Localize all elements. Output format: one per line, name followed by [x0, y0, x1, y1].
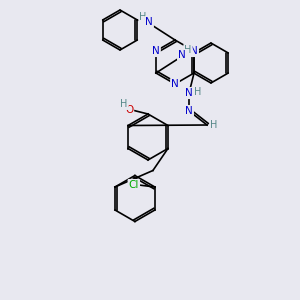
Text: H: H	[139, 12, 147, 22]
Text: N: N	[185, 88, 193, 98]
Text: Cl: Cl	[129, 180, 139, 190]
Text: H: H	[194, 87, 202, 97]
Text: N: N	[171, 79, 179, 89]
Text: N: N	[178, 50, 186, 60]
Text: N: N	[190, 46, 198, 56]
Text: H: H	[120, 99, 128, 109]
Text: N: N	[145, 17, 153, 27]
Text: N: N	[152, 46, 160, 56]
Text: O: O	[125, 105, 133, 115]
Text: N: N	[185, 106, 193, 116]
Text: H: H	[184, 45, 192, 55]
Text: H: H	[210, 120, 218, 130]
